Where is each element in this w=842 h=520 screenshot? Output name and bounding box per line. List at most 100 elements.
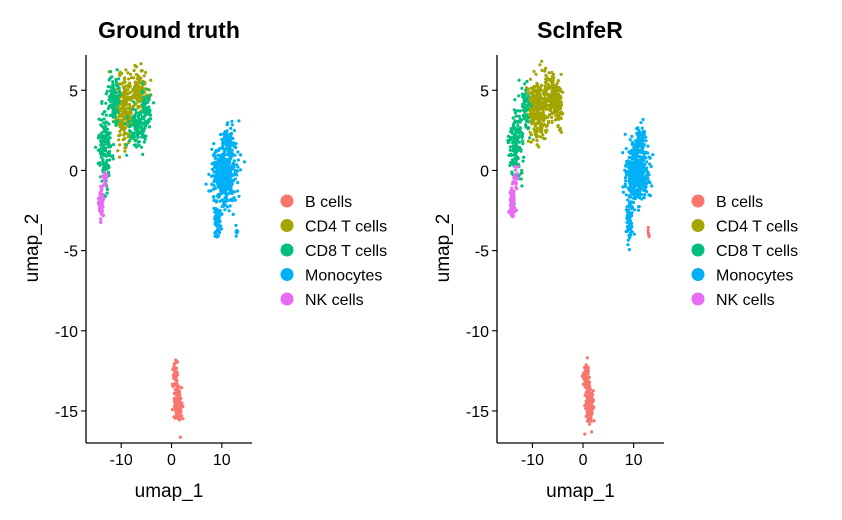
data-point	[118, 73, 122, 78]
data-point	[639, 121, 643, 125]
data-point	[536, 134, 540, 138]
data-point	[102, 127, 106, 131]
data-point	[510, 201, 515, 205]
data-point	[634, 180, 639, 184]
data-point	[623, 182, 627, 186]
data-point	[99, 139, 103, 143]
data-point	[526, 139, 531, 143]
data-point	[212, 152, 216, 156]
data-point	[140, 145, 144, 149]
data-point	[630, 150, 634, 154]
data-point	[628, 180, 632, 184]
data-point	[628, 219, 632, 223]
data-point	[592, 405, 596, 409]
data-point	[553, 101, 557, 105]
data-point	[535, 138, 539, 143]
data-point	[644, 135, 648, 139]
data-point	[541, 133, 545, 137]
data-point	[219, 227, 223, 231]
chart-title: Ground truth	[98, 17, 240, 43]
data-point	[212, 180, 216, 184]
data-point	[643, 168, 647, 172]
data-point	[226, 158, 230, 162]
data-point	[223, 173, 227, 177]
data-point	[136, 122, 140, 126]
data-point	[132, 76, 136, 80]
data-point	[543, 84, 547, 88]
data-point	[534, 90, 538, 94]
data-point	[638, 164, 642, 168]
data-point	[214, 186, 218, 190]
legend-label: CD8 T cells	[716, 243, 798, 260]
data-point	[590, 419, 594, 423]
data-point	[646, 144, 650, 148]
data-point	[125, 153, 129, 157]
data-point	[147, 125, 152, 129]
data-point	[624, 193, 628, 197]
data-point	[126, 135, 130, 139]
data-point	[537, 91, 541, 95]
data-point	[520, 134, 525, 138]
data-point	[222, 155, 226, 159]
data-point	[586, 372, 590, 376]
data-point	[216, 227, 220, 231]
data-point	[546, 99, 550, 103]
legend: B cells CD4 T cells CD8 T cells Monocytes NK…	[691, 194, 798, 309]
data-point	[588, 388, 592, 392]
data-point	[116, 83, 120, 87]
data-point	[124, 145, 128, 149]
data-point	[225, 205, 229, 209]
data-point	[640, 183, 644, 187]
data-point	[222, 176, 227, 180]
data-point	[234, 142, 238, 146]
data-point	[536, 106, 540, 110]
data-point	[554, 117, 559, 121]
x-tick-label: 0	[167, 452, 176, 469]
data-point	[215, 171, 219, 175]
data-point	[512, 189, 516, 193]
data-point	[626, 169, 630, 173]
data-point	[139, 69, 144, 73]
data-point	[580, 374, 585, 378]
legend: B cells CD4 T cells CD8 T cells Monocytes NK…	[280, 194, 387, 309]
data-point	[224, 162, 228, 166]
data-point	[135, 77, 139, 81]
data-point	[539, 106, 543, 110]
data-point	[181, 404, 185, 408]
data-point	[136, 135, 140, 139]
data-point	[223, 208, 227, 212]
data-point	[510, 131, 514, 135]
data-point	[539, 96, 543, 100]
data-point	[125, 143, 129, 147]
data-point	[105, 187, 109, 191]
data-point	[210, 167, 214, 171]
data-point	[94, 145, 98, 149]
data-point	[105, 89, 109, 93]
data-point	[141, 134, 145, 138]
data-point	[590, 430, 594, 434]
data-point	[517, 114, 521, 118]
data-point	[224, 199, 228, 204]
data-point	[510, 158, 514, 162]
data-point	[104, 92, 108, 96]
data-point	[239, 153, 243, 157]
data-point	[230, 167, 234, 171]
data-point	[532, 69, 536, 74]
data-point	[227, 176, 231, 180]
data-point	[123, 91, 128, 95]
data-point	[105, 134, 109, 138]
data-point	[217, 147, 222, 151]
data-point	[533, 132, 537, 137]
data-point	[507, 140, 511, 144]
data-point	[216, 162, 220, 166]
data-point	[556, 98, 560, 102]
x-tick-label: 0	[579, 452, 588, 469]
data-point	[131, 89, 136, 93]
data-point	[516, 136, 521, 140]
data-point	[121, 138, 125, 142]
data-point	[217, 231, 221, 235]
data-point	[176, 402, 180, 406]
data-point	[97, 133, 101, 137]
data-point	[122, 94, 126, 98]
data-point	[219, 187, 223, 192]
